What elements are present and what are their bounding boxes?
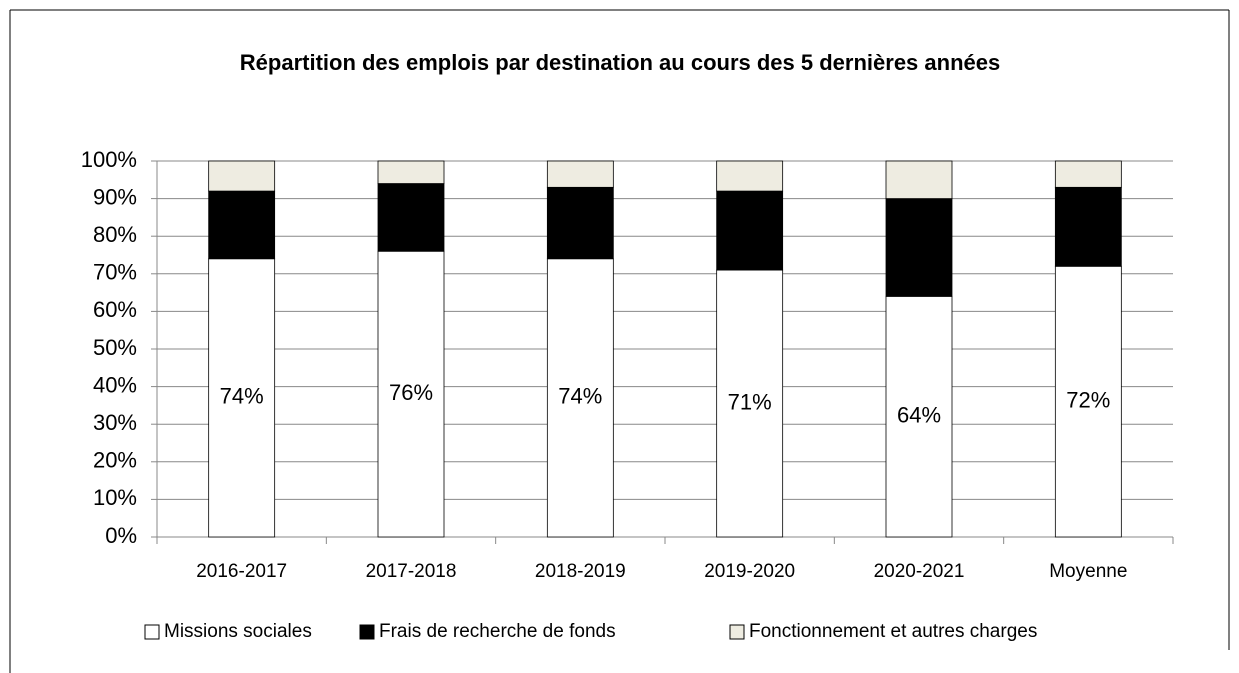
x-tick-label: 2016-2017 <box>196 561 287 582</box>
y-tick-label: 70% <box>93 260 137 285</box>
bar-segment <box>546 160 614 188</box>
x-tick-label: 2017-2018 <box>366 561 457 582</box>
bar-segment <box>1054 186 1122 267</box>
y-tick-label: 0% <box>105 523 137 548</box>
bar-segment <box>716 190 784 271</box>
legend-label: Frais de recherche de fonds <box>379 621 616 642</box>
bar-segment <box>377 183 445 252</box>
y-tick-label: 30% <box>93 410 137 435</box>
data-label: 74% <box>220 384 264 409</box>
bar-segment <box>377 160 445 184</box>
data-label: 72% <box>1066 387 1110 412</box>
bar-segment <box>885 295 953 538</box>
bar-segment <box>377 250 445 538</box>
legend-swatch <box>144 624 160 640</box>
bar-segment <box>208 190 276 260</box>
bar-segment <box>1054 265 1122 538</box>
x-tick-label: 2020-2021 <box>874 561 965 582</box>
bar-segment <box>716 269 784 538</box>
bar-segment <box>1054 160 1122 188</box>
y-tick-label: 100% <box>81 147 137 172</box>
data-label: 64% <box>897 402 941 427</box>
bar-segment <box>546 186 614 260</box>
data-label: 74% <box>558 384 602 409</box>
legend-label: Fonctionnement et autres charges <box>749 621 1037 642</box>
bar-segment <box>208 160 276 192</box>
x-tick-label: 2019-2020 <box>704 561 795 582</box>
y-tick-label: 90% <box>93 184 137 209</box>
bar-segment <box>546 258 614 538</box>
chart-title: Répartition des emplois par destination … <box>239 50 1001 75</box>
data-label: 76% <box>389 380 433 405</box>
legend-swatch <box>359 624 375 640</box>
x-tick-label: 2018-2019 <box>535 561 626 582</box>
legend-swatch <box>729 624 745 640</box>
y-tick-label: 60% <box>93 297 137 322</box>
bar-segment <box>716 160 784 192</box>
y-tick-label: 50% <box>93 335 137 360</box>
y-tick-label: 10% <box>93 485 137 510</box>
bar-segment <box>885 160 953 199</box>
x-tick-label: Moyenne <box>1049 561 1127 582</box>
legend-label: Missions sociales <box>164 621 312 642</box>
y-tick-label: 80% <box>93 222 137 247</box>
y-tick-label: 20% <box>93 448 137 473</box>
bar-segment <box>885 198 953 297</box>
data-label: 71% <box>728 389 772 414</box>
y-tick-label: 40% <box>93 372 137 397</box>
